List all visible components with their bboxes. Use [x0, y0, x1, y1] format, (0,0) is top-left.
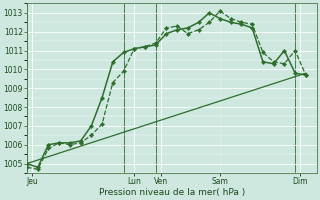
X-axis label: Pression niveau de la mer( hPa ): Pression niveau de la mer( hPa ) — [99, 188, 245, 197]
